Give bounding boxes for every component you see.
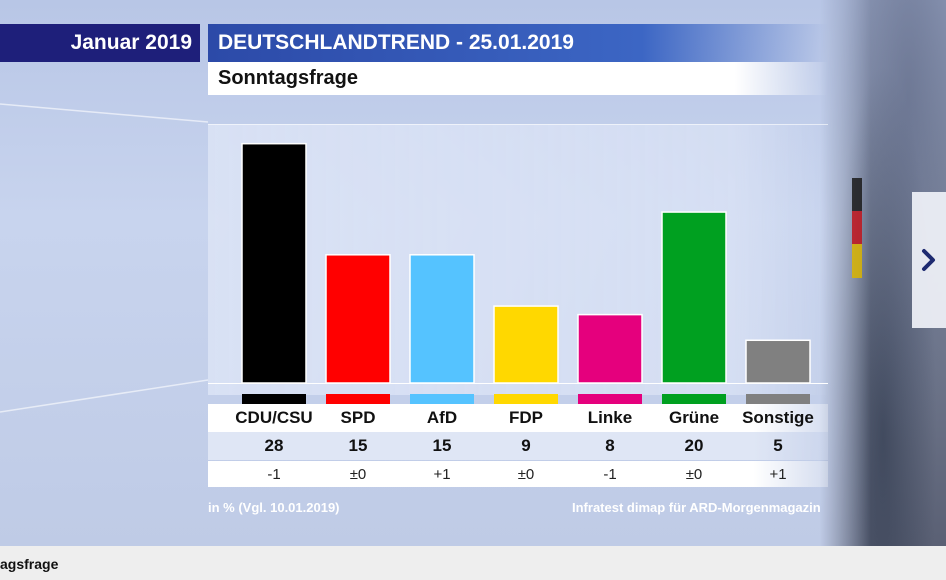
value-label: 15 [348,436,368,455]
source-label: Infratest dimap für ARD-Morgenmagazin [572,500,821,515]
chart-title: DEUTSCHLANDTREND - 25.01.2019 [208,24,828,62]
color-strip [326,394,390,404]
category-label: FDP [509,408,543,427]
change-label: +1 [433,465,451,483]
change-label: ±0 [349,465,367,483]
chevron-right-icon [922,249,935,271]
category-label: Linke [587,408,633,427]
chart-subtitle: Sonntagsfrage [208,62,828,95]
value-label: 15 [432,436,452,455]
bar-sonstige [745,339,811,384]
bar-linke [577,313,643,384]
color-strip [746,394,810,404]
change-label: +1 [769,465,787,483]
bar-gr-ne [661,211,727,384]
bar-fdp [493,305,559,384]
value-label: 5 [773,436,783,455]
category-label: Grüne [668,408,720,427]
bar-afd [409,254,475,384]
background-decoration [0,103,209,413]
change-label: -1 [267,465,281,483]
image-caption: agsfrage [0,556,59,572]
party-changes-row: -1 ±0 +1 ±0 -1 ±0 +1 [208,461,828,487]
value-label: 8 [605,436,615,455]
next-slide-button[interactable] [912,192,946,328]
change-label: -1 [603,465,617,483]
month-label: Januar 2019 [0,24,200,62]
footnote: in % (Vgl. 10.01.2019) [208,500,340,515]
bar-chart [208,142,828,404]
value-label: 20 [684,436,704,455]
color-strip [410,394,474,404]
value-label: 9 [521,436,531,455]
color-strip [662,394,726,404]
category-label: AfD [426,408,458,427]
color-strip [494,394,558,404]
value-label: 28 [264,436,284,455]
party-names-row: CDU/CSU SPD AfD FDP Linke Grüne Sonstige [208,404,828,432]
bar-spd [325,254,391,384]
bar-cdu-csu [241,142,307,384]
party-values-row: 28 15 15 9 8 20 5 [208,432,828,460]
chart-graphic: Januar 2019 DEUTSCHLANDTREND - 25.01.201… [0,0,946,546]
change-label: ±0 [685,465,703,483]
color-strip [242,394,306,404]
category-label: SPD [340,408,376,427]
color-strip [578,394,642,404]
flag-image [852,178,862,278]
change-label: ±0 [517,465,535,483]
category-label: CDU/CSU [235,408,313,427]
category-label: Sonstige [742,408,814,427]
